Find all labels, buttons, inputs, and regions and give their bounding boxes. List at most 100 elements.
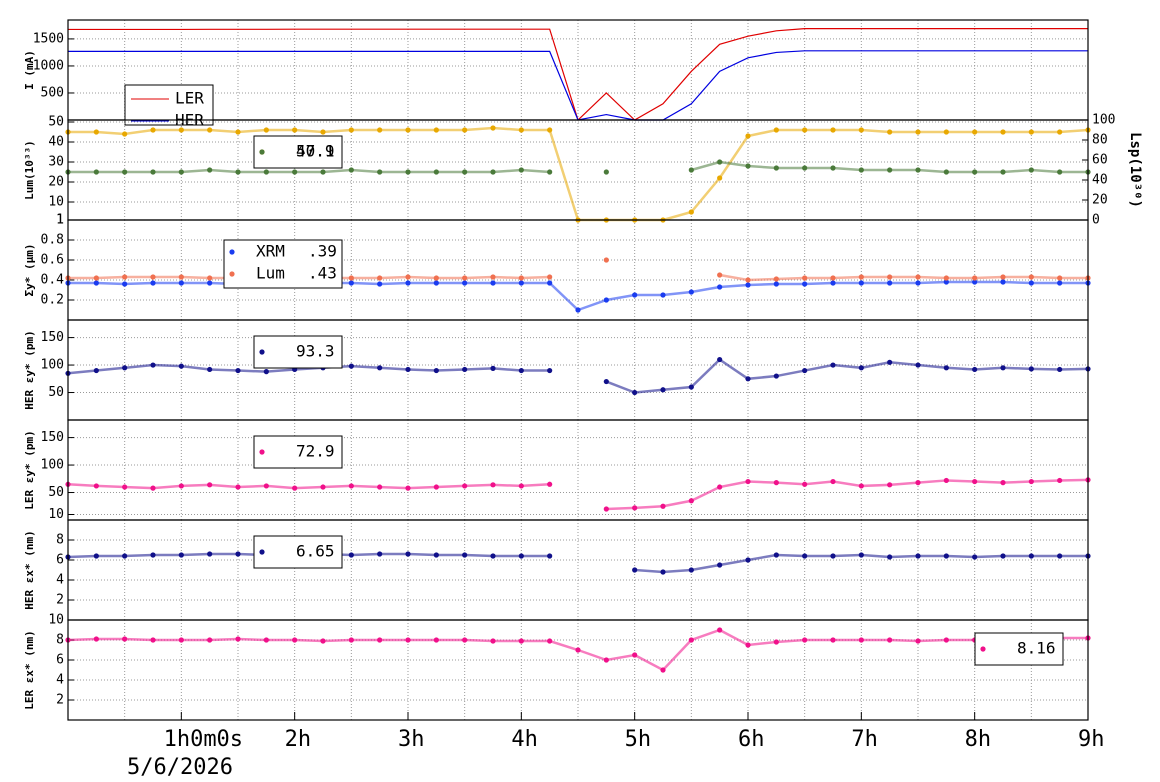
point: [348, 280, 354, 286]
point: [122, 636, 128, 642]
point: [433, 280, 439, 286]
point: [887, 554, 893, 560]
y-tick-label: 100: [41, 458, 64, 473]
point: [377, 281, 383, 287]
y-tick-label: 0.4: [41, 273, 65, 288]
point: [348, 167, 354, 173]
point: [377, 169, 383, 175]
point: [943, 553, 949, 559]
point: [405, 485, 411, 491]
point: [717, 627, 723, 633]
point: [235, 636, 241, 642]
point: [660, 292, 666, 298]
point: [1028, 167, 1034, 173]
point: [93, 367, 99, 374]
point: [207, 551, 213, 557]
y-tick-label: 10: [48, 195, 64, 210]
point: [462, 483, 468, 489]
point: [263, 369, 269, 375]
point: [1057, 553, 1063, 559]
point: [348, 363, 354, 369]
point: [830, 165, 836, 171]
point: [887, 280, 893, 286]
y-tick-label: 2: [56, 693, 64, 708]
point: [943, 169, 949, 175]
point: [887, 274, 893, 280]
point: [150, 637, 156, 643]
point: [717, 484, 723, 490]
point: [150, 274, 156, 280]
point: [717, 159, 723, 165]
point: [1000, 169, 1006, 175]
point: [263, 127, 269, 133]
point: [207, 637, 213, 643]
point: [660, 387, 666, 393]
point: [688, 167, 694, 173]
point: [235, 367, 241, 374]
legend-box: [253, 335, 343, 369]
point: [490, 482, 496, 488]
point: [93, 483, 99, 489]
point: [518, 638, 524, 644]
point: [433, 484, 439, 490]
point: [377, 484, 383, 490]
point: [745, 642, 751, 648]
y-tick-label: 0.6: [41, 253, 64, 268]
y-axis-label: HER εy* (pm): [23, 330, 36, 409]
point: [433, 275, 439, 281]
point: [433, 637, 439, 643]
point: [688, 567, 694, 573]
point: [93, 169, 99, 175]
point: [462, 275, 468, 281]
point: [518, 275, 524, 281]
point: [802, 481, 808, 487]
legend-swatch: [259, 349, 265, 355]
series-trace: [67, 357, 1089, 394]
point: [518, 483, 524, 489]
point: [235, 129, 241, 135]
point: [207, 127, 213, 133]
point: [887, 637, 893, 643]
y2-tick-label: 0: [1092, 213, 1100, 228]
point: [178, 637, 184, 643]
point: [235, 551, 241, 557]
point: [122, 131, 128, 137]
point: [745, 277, 751, 283]
point: [235, 484, 241, 490]
point: [405, 274, 411, 280]
point: [462, 127, 468, 133]
point: [802, 637, 808, 643]
point: [207, 275, 213, 281]
point: [717, 284, 723, 290]
y2-tick-label: 60: [1092, 153, 1108, 168]
point: [348, 483, 354, 489]
point: [773, 276, 779, 282]
point: [773, 281, 779, 287]
x-tick-label: 2h: [285, 727, 312, 752]
legend-label: 93.3: [296, 342, 335, 361]
series-trace: [68, 160, 1088, 174]
point: [433, 552, 439, 558]
y-tick-label: 150: [41, 330, 64, 345]
point: [377, 365, 383, 371]
point: [632, 292, 638, 298]
point: [830, 362, 836, 368]
panel-frame: [67, 619, 1089, 721]
point: [1000, 274, 1006, 280]
point: [518, 553, 524, 559]
point: [292, 637, 298, 643]
y-tick-label: 1: [56, 213, 64, 228]
point: [943, 477, 949, 484]
point: [802, 275, 808, 281]
point: [547, 553, 553, 559]
point: [1000, 553, 1006, 559]
legend-box: [223, 239, 343, 289]
point: [518, 127, 524, 133]
y-axis-label: Lum(10³³): [23, 140, 36, 200]
point: [178, 552, 184, 558]
legend-label: LER: [175, 89, 204, 108]
point: [972, 275, 978, 281]
point: [688, 637, 694, 643]
point: [745, 282, 751, 288]
